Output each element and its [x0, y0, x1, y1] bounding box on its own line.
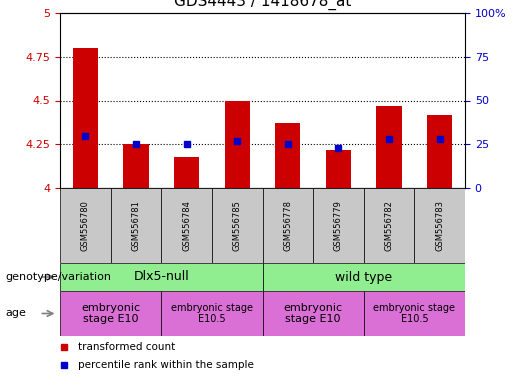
Text: embryonic stage
E10.5: embryonic stage E10.5 — [171, 303, 253, 324]
Bar — [161, 188, 212, 263]
Text: GSM556782: GSM556782 — [385, 200, 393, 251]
Bar — [415, 188, 465, 263]
Bar — [275, 123, 300, 188]
Bar — [263, 291, 364, 336]
Bar — [364, 291, 465, 336]
Bar — [73, 48, 98, 188]
Bar — [376, 106, 402, 188]
Text: GSM556781: GSM556781 — [131, 200, 141, 251]
Title: GDS4443 / 1418678_at: GDS4443 / 1418678_at — [174, 0, 351, 10]
Text: age: age — [5, 308, 26, 318]
Text: transformed count: transformed count — [78, 342, 176, 352]
Text: GSM556780: GSM556780 — [81, 200, 90, 251]
Bar — [225, 101, 250, 188]
Text: Dlx5-null: Dlx5-null — [133, 270, 189, 283]
Bar — [161, 291, 263, 336]
Text: embryonic
stage E10: embryonic stage E10 — [81, 303, 140, 324]
Bar — [313, 188, 364, 263]
Text: GSM556784: GSM556784 — [182, 200, 191, 251]
Bar — [364, 188, 415, 263]
Bar — [60, 291, 161, 336]
Bar — [263, 188, 313, 263]
Text: percentile rank within the sample: percentile rank within the sample — [78, 359, 254, 369]
Bar — [111, 188, 161, 263]
Text: wild type: wild type — [335, 270, 392, 283]
Text: embryonic
stage E10: embryonic stage E10 — [284, 303, 342, 324]
Text: GSM556778: GSM556778 — [283, 200, 293, 251]
Text: GSM556783: GSM556783 — [435, 200, 444, 251]
Bar — [174, 157, 199, 188]
Bar — [60, 188, 111, 263]
Bar — [326, 149, 351, 188]
Bar — [263, 263, 465, 291]
Text: GSM556785: GSM556785 — [233, 200, 242, 251]
Text: embryonic stage
E10.5: embryonic stage E10.5 — [373, 303, 455, 324]
Bar — [123, 144, 149, 188]
Text: GSM556779: GSM556779 — [334, 200, 343, 251]
Bar — [427, 114, 452, 188]
Bar — [60, 263, 263, 291]
Bar — [212, 188, 263, 263]
Text: genotype/variation: genotype/variation — [5, 272, 111, 282]
